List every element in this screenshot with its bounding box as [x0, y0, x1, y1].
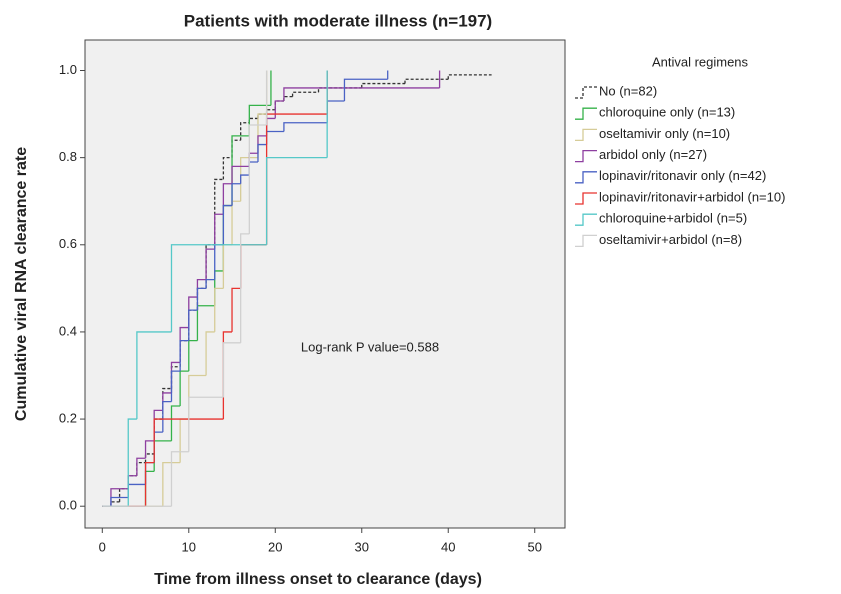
survival-step [179, 339, 189, 372]
survival-step [231, 183, 241, 206]
survival-step [240, 122, 250, 141]
survival-step [144, 440, 155, 459]
survival-step [274, 100, 284, 119]
survival-step [283, 122, 328, 132]
legend-swatch [575, 192, 597, 205]
survival-step [170, 451, 189, 507]
legend-label: chloroquine+arbidol (n=5) [599, 211, 747, 226]
x-tick-label: 10 [182, 539, 196, 554]
survival-step [153, 418, 224, 463]
survival-step [222, 183, 233, 215]
legend-label: oseltamivir+arbidol (n=8) [599, 232, 742, 247]
legend-swatch [575, 86, 597, 99]
x-tick-label: 0 [99, 539, 106, 554]
survival-step [231, 165, 250, 184]
x-tick-label: 40 [441, 539, 455, 554]
legend-label: oseltamivir only (n=10) [599, 126, 730, 141]
survival-step [240, 174, 250, 184]
survival-step [265, 156, 328, 245]
survival-step [205, 278, 215, 289]
survival-step [170, 244, 267, 332]
survival-step [447, 74, 492, 80]
x-tick-label: 30 [355, 539, 369, 554]
plot-area [84, 39, 566, 529]
survival-step [222, 156, 233, 180]
survival-step [196, 287, 207, 311]
legend-swatch [575, 213, 597, 226]
legend-swatch [575, 234, 597, 248]
y-tick-label: 0.6 [59, 236, 77, 251]
survival-step [144, 461, 155, 507]
survival-step [170, 405, 181, 441]
survival-step [162, 400, 172, 433]
survival-step [240, 156, 258, 202]
survival-step [170, 370, 181, 402]
y-axis-title: Cumulative viral RNA clearance rate [13, 147, 30, 421]
legend-label: No (n=82) [599, 83, 657, 98]
legend-swatch [575, 107, 597, 120]
y-tick-label: 1.0 [59, 62, 77, 77]
survival-step [136, 457, 146, 476]
chart-title: Patients with moderate illness (n=197) [184, 11, 492, 30]
y-tick-label: 0.2 [59, 411, 77, 426]
survival-step [257, 143, 267, 162]
y-tick-label: 0.8 [59, 149, 77, 164]
legend-label: lopinavir/ritonavir only (n=42) [599, 168, 766, 183]
survival-step [144, 453, 155, 463]
legend-label: arbidol only (n=27) [599, 147, 707, 162]
survival-step [205, 331, 215, 376]
legend-swatch [575, 171, 597, 184]
survival-step [361, 82, 405, 88]
survival-step [188, 339, 198, 372]
y-tick-label: 0.4 [59, 323, 77, 338]
survival-step [222, 342, 241, 398]
survival-step [283, 87, 440, 101]
survival-step [240, 233, 250, 343]
survival-step [291, 91, 319, 97]
survival-step [343, 78, 388, 101]
survival-step [231, 287, 241, 332]
annotation: Log-rank P value=0.588 [301, 339, 439, 354]
legend-label: chloroquine only (n=13) [599, 105, 735, 120]
x-tick-label: 50 [527, 539, 541, 554]
survival-step [205, 248, 215, 280]
survival-step [317, 87, 362, 93]
survival-step [214, 287, 224, 332]
survival-step [188, 309, 198, 341]
survival-step [214, 213, 224, 250]
y-tick-label: 0.0 [59, 498, 77, 513]
survival-step [404, 78, 449, 84]
survival-step [248, 124, 267, 234]
x-tick-label: 20 [268, 539, 282, 554]
legend-swatch [575, 128, 597, 142]
survival-step [162, 461, 181, 507]
survival-step [136, 331, 172, 420]
survival-step [127, 418, 137, 507]
legend-swatch [575, 149, 597, 163]
x-axis-title: Time from illness onset to clearance (da… [154, 571, 482, 588]
survival-step [222, 204, 233, 245]
survival-step [110, 496, 129, 507]
legend-label: lopinavir/ritonavir+arbidol (n=10) [599, 189, 785, 204]
survival-step [188, 396, 224, 452]
legend-title: Antival regimens [652, 54, 749, 69]
